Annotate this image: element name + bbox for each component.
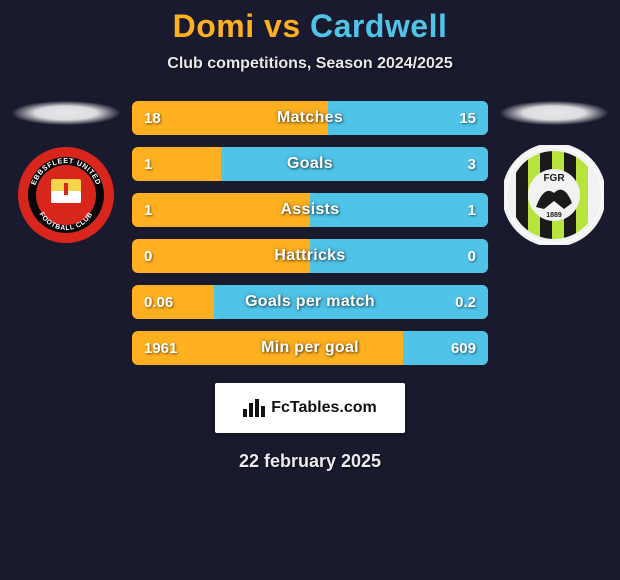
svg-text:FGR: FGR <box>543 173 565 184</box>
left-club-crest: EBBSFLEET UNITED FOOTBALL CLUB <box>16 145 116 245</box>
stat-label: Matches <box>132 101 488 135</box>
player1-silhouette <box>12 101 120 125</box>
stat-row: 00Hattricks <box>132 239 488 273</box>
stat-row: 0.060.2Goals per match <box>132 285 488 319</box>
right-club-crest: FGR 1889 <box>504 145 604 245</box>
stats-bars: 1815Matches 13Goals 11Assists 00Hattricks 0.… <box>126 101 494 377</box>
stat-row: 1815Matches <box>132 101 488 135</box>
stat-label: Hattricks <box>132 239 488 273</box>
player2-name: Cardwell <box>310 8 447 44</box>
stat-label: Goals <box>132 147 488 181</box>
brand-card[interactable]: FcTables.com <box>215 383 405 433</box>
bar-chart-icon <box>243 399 265 417</box>
stat-label: Assists <box>132 193 488 227</box>
stat-label: Goals per match <box>132 285 488 319</box>
brand-text: FcTables.com <box>271 399 377 417</box>
stat-label: Min per goal <box>132 331 488 365</box>
ebbsfleet-crest-icon: EBBSFLEET UNITED FOOTBALL CLUB <box>16 145 116 245</box>
right-side: FGR 1889 <box>494 101 614 245</box>
subtitle: Club competitions, Season 2024/2025 <box>0 55 620 73</box>
date-text: 22 february 2025 <box>0 451 620 472</box>
forest-green-crest-icon: FGR 1889 <box>504 145 604 245</box>
stat-row: 11Assists <box>132 193 488 227</box>
svg-text:1889: 1889 <box>546 212 562 219</box>
player2-silhouette <box>500 101 608 125</box>
page-title: Domi vs Cardwell <box>0 8 620 45</box>
left-side: EBBSFLEET UNITED FOOTBALL CLUB <box>6 101 126 245</box>
stat-row: 13Goals <box>132 147 488 181</box>
stat-row: 1961609Min per goal <box>132 331 488 365</box>
player1-name: Domi <box>173 8 255 44</box>
vs-text: vs <box>264 8 301 44</box>
